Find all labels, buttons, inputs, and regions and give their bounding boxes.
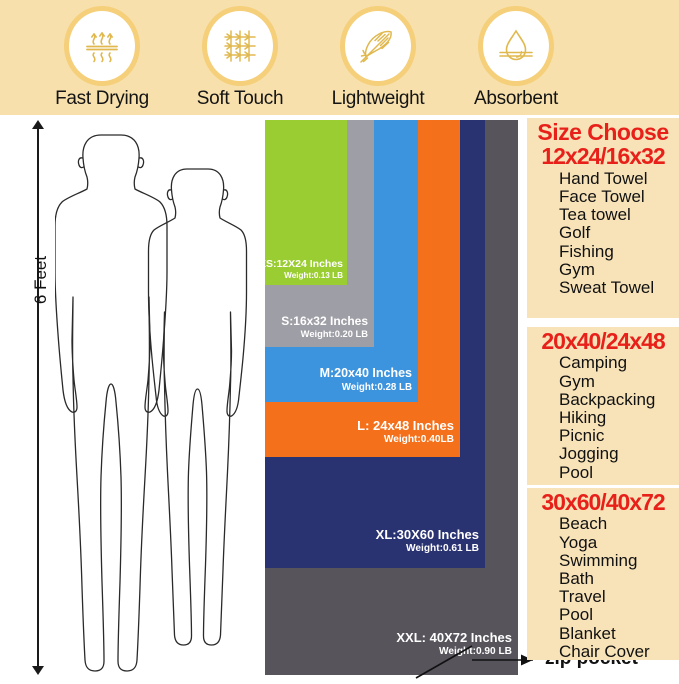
- size-label-l: L: 24x48 Inches Weight:0.40LB: [357, 418, 454, 447]
- feature-absorbent: Absorbent: [446, 6, 586, 110]
- panel-size-range: 30x60/40x72: [541, 489, 665, 515]
- panel-small-sizes: Size Choose 12x24/16x32 Hand Towel Face …: [527, 118, 679, 318]
- feature-badge: [478, 6, 554, 86]
- features-header: Fast Drying Soft Touch: [0, 0, 679, 115]
- list-item: Bath: [559, 568, 594, 588]
- size-label-xxl: XXL: 40X72 Inches Weight:0.90 LB: [396, 630, 512, 659]
- size-name: XS:12X24 Inches: [258, 257, 343, 270]
- list-item: Hiking: [559, 407, 607, 427]
- size-label-xl: XL:30X60 Inches Weight:0.61 LB: [376, 527, 479, 556]
- panel-medium-sizes: 20x40/24x48 Camping Gym Backpacking Hiki…: [527, 327, 679, 485]
- list-item: Beach: [559, 514, 608, 534]
- size-rect-xs: XS:12X24 Inches Weight:0.13 LB: [259, 120, 347, 285]
- feature-label: Lightweight: [331, 88, 425, 109]
- feature-badge: [202, 6, 278, 86]
- size-weight: Weight:0.90 LB: [439, 646, 512, 658]
- size-name: L: 24x48 Inches: [357, 418, 454, 434]
- list-item: Pool: [559, 462, 594, 482]
- woven-mesh-icon: [217, 23, 263, 69]
- arrow-up-icon: [32, 120, 44, 129]
- feature-badge: [64, 6, 140, 86]
- panel-large-sizes: 30x60/40x72 Beach Yoga Swimming Bath Tra…: [527, 488, 679, 660]
- arrow-down-icon: [32, 666, 44, 675]
- size-label-m: M:20x40 Inches Weight:0.28 LB: [320, 366, 412, 394]
- list-item: Camping: [559, 353, 628, 373]
- feather-icon: [355, 23, 401, 69]
- list-item: Gym: [559, 371, 595, 391]
- list-item: Blanket: [559, 623, 616, 643]
- list-item: Gym: [559, 259, 595, 279]
- list-item: Hand Towel: [559, 168, 648, 188]
- list-item: Sweat Towel: [559, 277, 655, 297]
- water-droplet-icon: [493, 23, 539, 69]
- measure-line: [37, 126, 39, 669]
- feature-label: Fast Drying: [55, 88, 149, 109]
- list-item: Swimming: [559, 550, 638, 570]
- panel-use-list: Hand Towel Face Towel Tea towel Golf Fis…: [531, 168, 675, 297]
- feature-badge: [340, 6, 416, 86]
- list-item: Chair Cover: [559, 641, 650, 661]
- size-name: S:16x32 Inches: [281, 314, 368, 329]
- size-label-s: S:16x32 Inches Weight:0.20 LB: [281, 314, 368, 341]
- list-item: Yoga: [559, 532, 598, 552]
- list-item: Jogging: [559, 444, 619, 464]
- list-item: Pool: [559, 605, 594, 625]
- list-item: Fishing: [559, 241, 614, 261]
- size-name: XL:30X60 Inches: [375, 527, 479, 543]
- human-silhouettes-icon: [54, 122, 265, 674]
- feature-label: Absorbent: [474, 88, 558, 109]
- feature-soft-touch: Soft Touch: [170, 6, 310, 110]
- panel-use-list: Beach Yoga Swimming Bath Travel Pool Bla…: [531, 515, 675, 661]
- feature-lightweight: Lightweight: [308, 6, 448, 110]
- panel-use-list: Camping Gym Backpacking Hiking Picnic Jo…: [531, 353, 675, 482]
- size-name: XXL: 40X72 Inches: [396, 630, 512, 646]
- size-weight: Weight:0.40LB: [383, 434, 454, 446]
- list-item: Travel: [559, 587, 606, 607]
- height-measure-arrow: [30, 120, 46, 675]
- panel-size-range: 12x24/16x32: [541, 143, 665, 170]
- size-name: M:20x40 Inches: [319, 366, 412, 381]
- size-weight: Weight:0.20 LB: [300, 329, 368, 340]
- list-item: Picnic: [559, 426, 605, 446]
- list-item: Face Towel: [559, 186, 645, 206]
- feature-fast-drying: Fast Drying: [32, 6, 172, 110]
- size-weight: Weight:0.28 LB: [341, 381, 412, 393]
- size-weight: Weight:0.61 LB: [406, 543, 479, 555]
- size-label-xs: XS:12X24 Inches Weight:0.13 LB: [259, 258, 343, 281]
- list-item: Tea towel: [559, 205, 631, 225]
- list-item: Backpacking: [559, 389, 656, 409]
- feature-label: Soft Touch: [196, 88, 284, 109]
- list-item: Golf: [559, 223, 591, 243]
- evaporation-icon: [79, 23, 125, 69]
- size-weight: Weight:0.13 LB: [284, 270, 343, 280]
- panel-size-range: 20x40/24x48: [541, 328, 665, 354]
- measure-label: 6 Feet: [31, 255, 50, 305]
- panel-title: Size Choose: [537, 119, 669, 145]
